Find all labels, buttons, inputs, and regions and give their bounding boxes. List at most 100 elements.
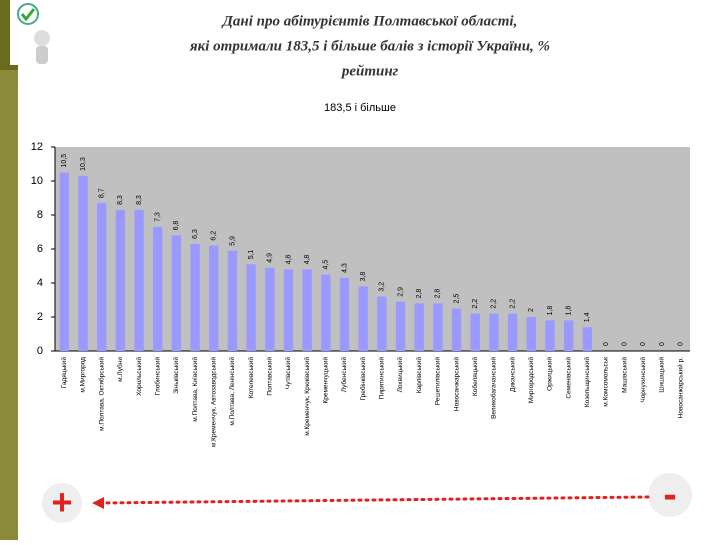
x-tick-label: м.Лубни [116, 357, 124, 382]
bar [302, 269, 312, 351]
plus-sign: + [51, 482, 72, 523]
x-tick-label: м.Миргород [80, 357, 87, 393]
value-label: 1,8 [565, 306, 572, 316]
arrow-line [98, 495, 650, 505]
bar [97, 203, 107, 351]
x-tick-label: Шишацький [658, 357, 666, 393]
check-mark [20, 8, 36, 22]
value-label: 8,3 [136, 195, 143, 205]
x-tick-label: Гадяцький [60, 357, 68, 389]
y-tick-label: 8 [37, 209, 43, 221]
x-tick-label: Лохвицький [396, 357, 404, 393]
bar [209, 245, 219, 351]
value-label: 1,4 [584, 312, 591, 322]
x-tick-label: Оржицький [546, 357, 554, 391]
value-label: 4,8 [304, 255, 311, 265]
y-tick-label: 12 [31, 141, 43, 153]
x-tick-label: Пирятинський [378, 357, 386, 400]
value-label: 3,2 [379, 282, 386, 292]
x-tick-label: Миргородський [527, 357, 535, 403]
bar [582, 327, 592, 351]
bar [134, 209, 144, 351]
y-tick-label: 0 [37, 345, 43, 357]
plot: 0 2 4 6 8 10 12 10,5 Гадяцький 10,3 м.Миргород 8,7 м… [31, 141, 690, 447]
minus-sign: - [663, 473, 676, 517]
bar [190, 243, 200, 351]
x-tick-label: Гребінківський [359, 357, 367, 401]
x-tick-label: Лубенський [340, 357, 348, 393]
x-tick-label: Чорнухинський [639, 357, 647, 403]
value-label: 2,2 [472, 299, 479, 309]
x-tick-label: Чутівський [284, 357, 292, 389]
minus-badge [648, 473, 692, 517]
y-tick-label: 10 [31, 175, 43, 187]
chart-title: 183,5 і більше [324, 102, 396, 114]
bar [545, 320, 555, 351]
value-label: 8,3 [117, 195, 124, 205]
x-tick-label: Карлівський [415, 357, 423, 394]
value-label: 0 [678, 342, 685, 346]
bar [526, 317, 536, 351]
x-tick-label: м.Полтава, Октябрський [97, 357, 105, 431]
bar [507, 313, 518, 351]
x-tick-label: Семенівський [564, 357, 572, 399]
x-tick-label: Котелевський [247, 357, 255, 398]
x-tick-label: м.Кременчук, Крюківський [303, 357, 311, 436]
x-tick-label: Новосанжарський р. [676, 357, 684, 418]
value-label: 4,9 [267, 253, 274, 263]
y-tick-label: 6 [37, 243, 43, 255]
value-label: 10,5 [61, 154, 68, 168]
x-tick-label: Диканський [508, 357, 516, 392]
value-label: 3,8 [360, 272, 367, 282]
bar [321, 274, 331, 351]
bar [265, 267, 275, 351]
value-label: 4,3 [341, 263, 348, 273]
value-label: 6,3 [192, 229, 199, 239]
value-label: 2,9 [397, 287, 404, 297]
bar [59, 172, 70, 351]
figure-head [34, 30, 50, 46]
value-label: 7,3 [155, 212, 162, 222]
x-tick-label: м.Полтава, Київський [191, 357, 199, 422]
value-label: 4,5 [323, 260, 330, 270]
value-label: 8,7 [99, 188, 106, 198]
x-tick-label: Полтавський [265, 357, 273, 396]
check-icon [17, 3, 39, 25]
x-tick-label: Машівський [620, 357, 628, 393]
bar [414, 303, 424, 351]
value-label: 6,2 [211, 231, 218, 241]
bar [489, 313, 499, 351]
value-label: 2,8 [435, 289, 442, 299]
figure-body [36, 46, 48, 64]
value-label: 2,2 [491, 299, 498, 309]
bar [377, 296, 387, 351]
bar [395, 301, 406, 351]
value-label: 2,8 [416, 289, 423, 299]
value-label: 1,8 [547, 306, 554, 316]
x-tick-label: Кобеляцький [471, 357, 479, 396]
value-label: 0 [640, 342, 647, 346]
header-line: Дані про абітурієнтів Полтавської област… [221, 13, 518, 29]
value-label: 2,5 [453, 294, 460, 304]
value-label: 0 [603, 342, 610, 346]
value-label: 2,2 [509, 299, 516, 309]
bar [283, 269, 294, 351]
y-tick-label: 4 [37, 277, 43, 289]
x-tick-label: м.Кременчук, Автозаводський [209, 357, 217, 447]
value-label: 0 [621, 342, 628, 346]
x-tick-label: Хорольський [135, 357, 143, 396]
bar [451, 308, 462, 351]
value-label: 6,8 [173, 221, 180, 231]
bar [78, 175, 88, 351]
value-label: 10,3 [80, 157, 87, 171]
header-line: які отримали 183,5 і більше балів з істо… [189, 38, 550, 54]
value-label: 2 [528, 308, 535, 312]
x-tick-label: Зіньківський [172, 357, 180, 394]
header-line: рейтинг [340, 63, 399, 79]
bar [339, 277, 350, 351]
value-label: 4,8 [285, 255, 292, 265]
arrow-head [92, 497, 104, 509]
bar [115, 209, 126, 351]
x-tick-label: Новосанжарський [452, 357, 460, 411]
